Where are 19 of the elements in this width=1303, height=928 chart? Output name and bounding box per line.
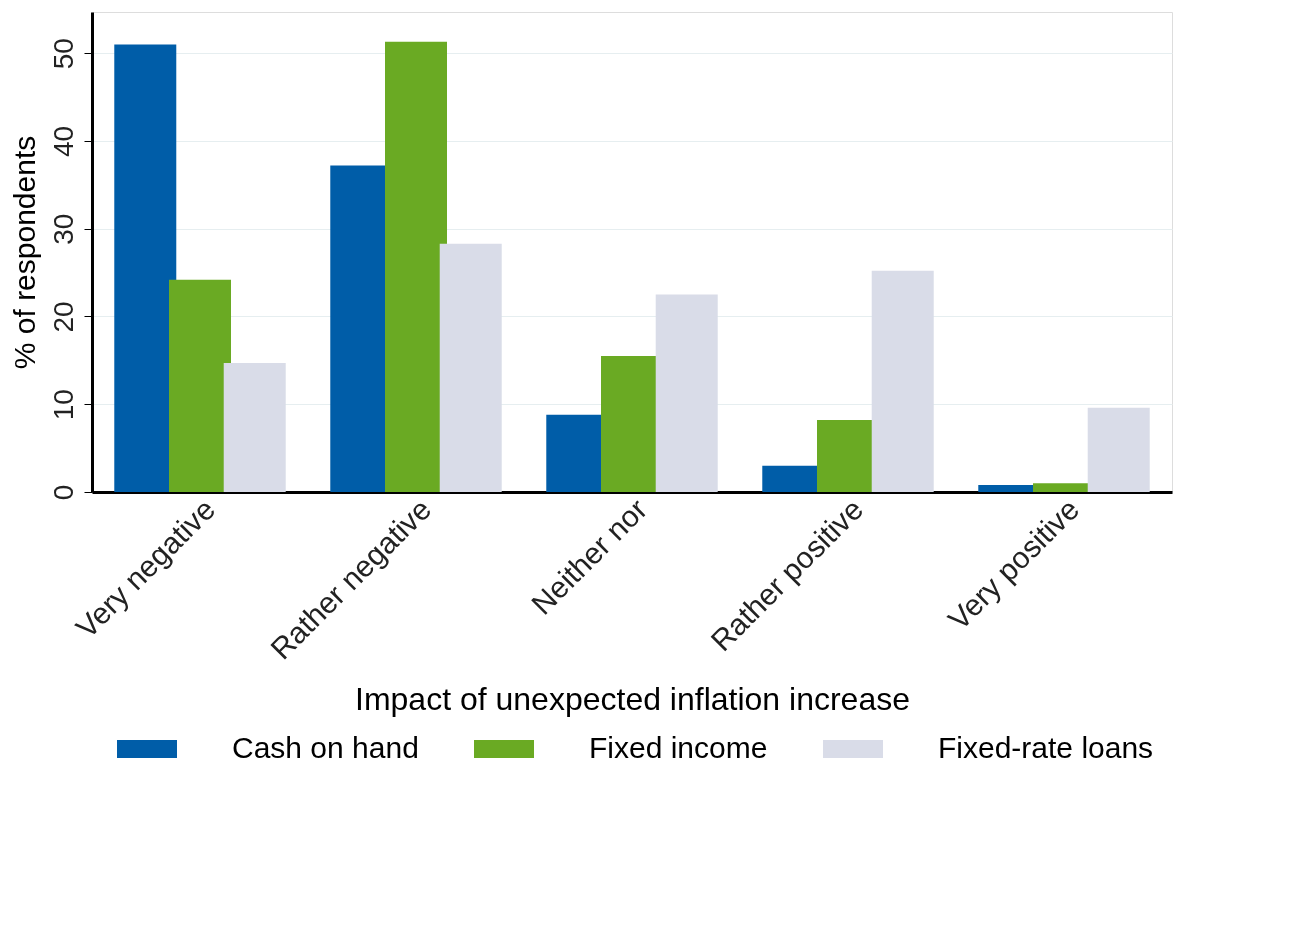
bar (223, 363, 286, 492)
bar (439, 243, 502, 492)
y-tick-label: 30 (47, 213, 79, 245)
legend-label: Cash on hand (232, 731, 419, 764)
bar (385, 41, 447, 492)
legend-label: Fixed income (589, 731, 768, 764)
y-tick-label: 20 (47, 301, 79, 333)
bar (1087, 407, 1150, 492)
bar (169, 279, 231, 492)
bar (655, 294, 718, 492)
bar (114, 44, 177, 492)
legend-label: Fixed-rate loans (938, 731, 1154, 764)
bar (871, 270, 934, 492)
x-axis-title: Impact of unexpected inflation increase (355, 681, 910, 718)
y-axis-title: % of respondents (7, 135, 41, 370)
y-tick-label: 50 (47, 38, 79, 70)
y-tick-label: 10 (47, 389, 79, 421)
y-tick-label: 0 (47, 484, 79, 501)
y-tick-label: 40 (47, 125, 79, 158)
